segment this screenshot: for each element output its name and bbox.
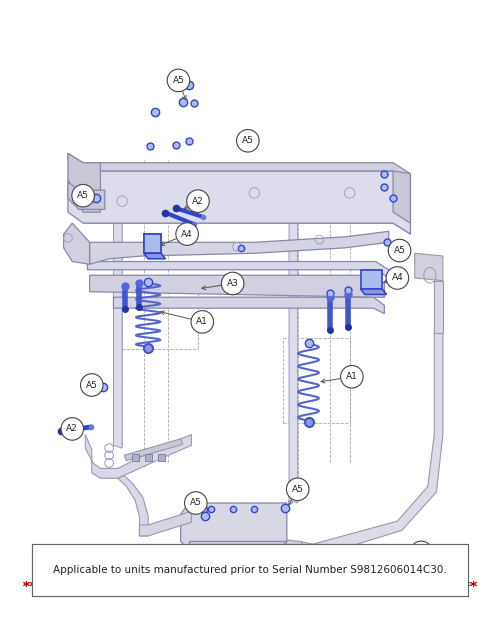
Polygon shape — [360, 270, 382, 289]
Text: A5: A5 — [242, 136, 254, 146]
Text: A5: A5 — [172, 76, 184, 85]
Polygon shape — [114, 297, 384, 314]
Text: A2: A2 — [192, 197, 204, 206]
Polygon shape — [132, 454, 138, 461]
Polygon shape — [144, 234, 161, 253]
Polygon shape — [124, 439, 183, 461]
Circle shape — [286, 478, 309, 501]
Text: Applicable to units manufactured prior to Serial Number S9812606014C30.: Applicable to units manufactured prior t… — [53, 565, 447, 575]
Polygon shape — [68, 153, 410, 182]
Text: A2: A2 — [416, 548, 427, 557]
Polygon shape — [140, 511, 192, 536]
Circle shape — [236, 130, 259, 152]
Text: A4: A4 — [392, 273, 404, 282]
Text: A5: A5 — [86, 380, 98, 389]
Polygon shape — [118, 475, 148, 536]
Polygon shape — [302, 333, 443, 555]
Polygon shape — [114, 212, 122, 448]
Circle shape — [191, 311, 214, 333]
Polygon shape — [88, 261, 398, 284]
Circle shape — [176, 223, 199, 246]
Text: A1: A1 — [346, 372, 358, 381]
Text: Applicable to units manufactured prior to Serial Number S9812606014C30.: Applicable to units manufactured prior t… — [53, 565, 447, 575]
Text: A3: A3 — [226, 279, 238, 288]
Circle shape — [386, 266, 408, 289]
Polygon shape — [68, 182, 105, 210]
Polygon shape — [86, 434, 192, 479]
Polygon shape — [158, 454, 164, 461]
Text: A4: A4 — [182, 230, 193, 239]
Polygon shape — [190, 541, 287, 553]
Polygon shape — [180, 503, 287, 553]
Text: A5: A5 — [292, 485, 304, 494]
Text: A1: A1 — [196, 317, 208, 327]
Circle shape — [167, 69, 190, 92]
Polygon shape — [144, 253, 166, 259]
Text: ***Only items with callouts are available for replacement.***: ***Only items with callouts are availabl… — [23, 580, 477, 593]
Circle shape — [72, 184, 94, 207]
Polygon shape — [64, 223, 90, 264]
Polygon shape — [414, 253, 443, 280]
Circle shape — [61, 418, 84, 440]
Polygon shape — [144, 454, 152, 461]
Circle shape — [184, 492, 207, 514]
Text: ***Only items with callouts are available for replacement.***: ***Only items with callouts are availabl… — [23, 580, 477, 593]
Text: A5: A5 — [190, 499, 202, 508]
Circle shape — [222, 272, 244, 295]
Text: A5: A5 — [77, 191, 89, 200]
Text: A2: A2 — [66, 424, 78, 434]
Polygon shape — [393, 171, 410, 223]
Text: A5: A5 — [394, 246, 406, 255]
Polygon shape — [90, 275, 385, 297]
Circle shape — [186, 190, 210, 213]
Polygon shape — [68, 153, 100, 212]
Polygon shape — [68, 171, 410, 234]
Polygon shape — [434, 280, 443, 333]
Circle shape — [388, 239, 411, 262]
Circle shape — [80, 373, 103, 396]
Polygon shape — [360, 289, 386, 294]
Polygon shape — [284, 540, 302, 553]
Polygon shape — [83, 212, 410, 234]
Circle shape — [410, 541, 432, 563]
Circle shape — [340, 365, 363, 388]
Polygon shape — [289, 212, 298, 503]
Polygon shape — [90, 231, 389, 264]
